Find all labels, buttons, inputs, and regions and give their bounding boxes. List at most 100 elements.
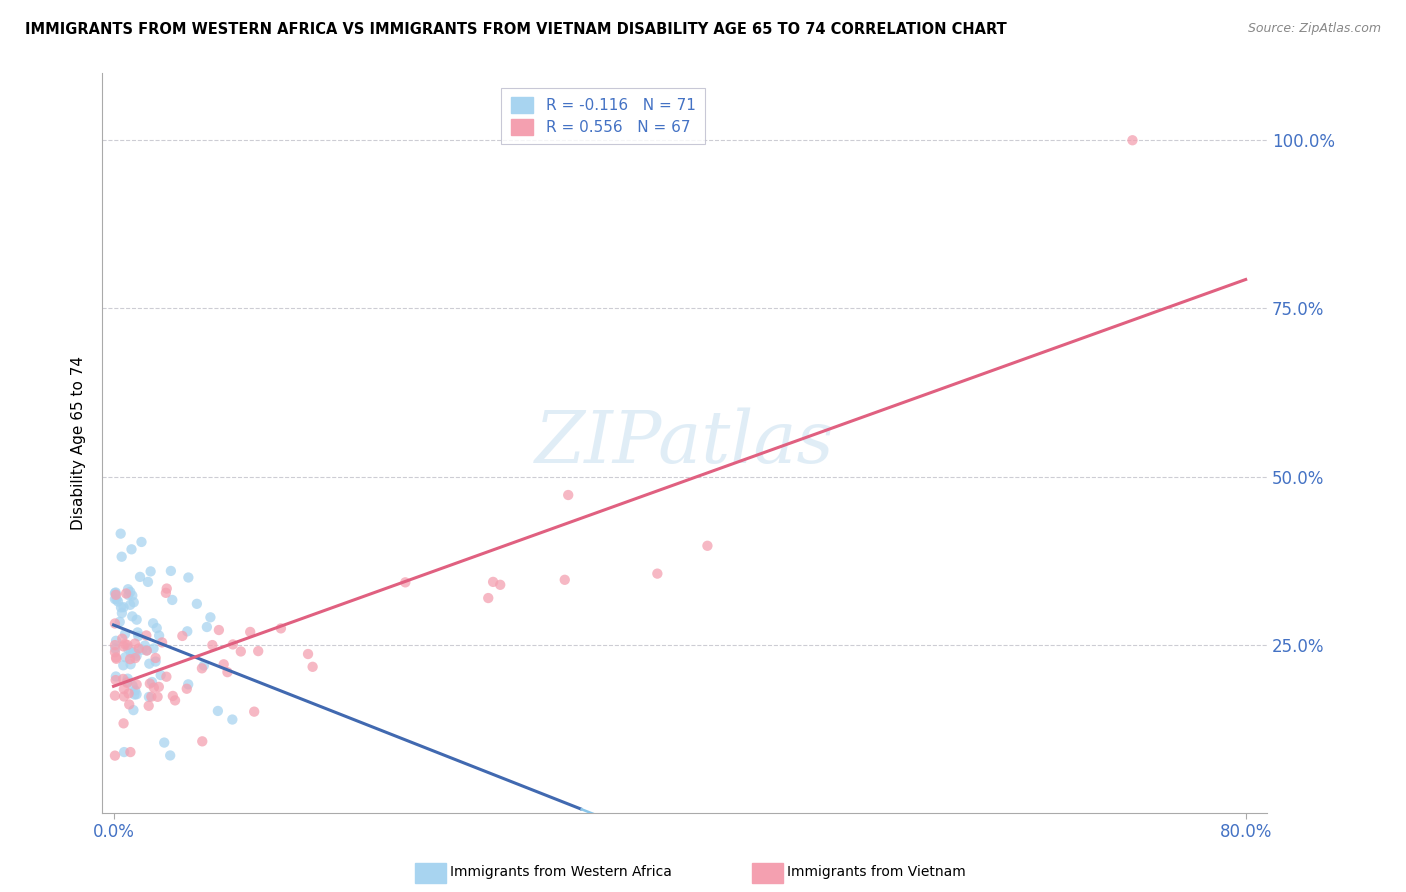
Point xyxy=(394,575,416,590)
Point xyxy=(159,748,181,763)
Point xyxy=(131,535,153,549)
Point xyxy=(104,638,127,652)
Point xyxy=(239,624,262,639)
Point xyxy=(105,652,128,666)
Point xyxy=(112,600,135,615)
Point xyxy=(114,637,136,651)
Point xyxy=(120,745,142,759)
Point xyxy=(148,629,170,643)
Point xyxy=(125,613,148,627)
Point xyxy=(142,641,165,656)
Point xyxy=(247,644,270,658)
Point xyxy=(114,650,136,665)
Point xyxy=(112,640,135,654)
Point xyxy=(156,582,179,596)
Point xyxy=(112,658,135,673)
Point xyxy=(117,672,139,686)
Point xyxy=(162,593,184,607)
Point xyxy=(124,688,146,702)
Point xyxy=(120,657,142,672)
Point xyxy=(105,592,128,607)
Point xyxy=(554,573,576,587)
Text: Immigrants from Western Africa: Immigrants from Western Africa xyxy=(450,865,672,880)
Point xyxy=(124,637,146,651)
Point xyxy=(136,574,159,589)
Point xyxy=(142,681,165,695)
Point xyxy=(155,586,177,600)
Point xyxy=(172,629,194,643)
Point xyxy=(139,565,162,579)
Point xyxy=(111,549,134,564)
Point xyxy=(212,657,235,672)
Point xyxy=(114,627,136,641)
Point xyxy=(120,585,142,599)
Point xyxy=(127,625,149,640)
Point xyxy=(141,675,163,690)
Point xyxy=(124,651,146,665)
Point xyxy=(118,698,141,712)
Point xyxy=(191,734,214,748)
Point xyxy=(122,703,145,717)
Point xyxy=(165,693,187,707)
Point xyxy=(176,681,198,696)
Point xyxy=(482,574,505,589)
Point xyxy=(149,668,172,682)
Point xyxy=(153,735,176,749)
Point xyxy=(1121,133,1143,147)
Point xyxy=(145,621,167,635)
Point xyxy=(150,635,173,649)
Point xyxy=(125,677,148,691)
Point xyxy=(120,598,142,612)
Point xyxy=(146,690,169,704)
Point xyxy=(124,647,146,661)
Point xyxy=(121,542,143,557)
Point xyxy=(115,676,138,690)
Point xyxy=(104,641,127,656)
Point xyxy=(121,679,143,693)
Text: ZIPatlas: ZIPatlas xyxy=(534,408,834,478)
Point xyxy=(193,658,215,673)
Point xyxy=(145,655,167,669)
Point xyxy=(122,646,145,660)
Point xyxy=(647,566,669,581)
Point xyxy=(117,638,139,652)
Point xyxy=(489,578,512,592)
Point xyxy=(201,638,224,652)
Point xyxy=(104,689,127,703)
Point xyxy=(160,564,183,578)
Point xyxy=(105,650,128,665)
Y-axis label: Disability Age 65 to 74: Disability Age 65 to 74 xyxy=(72,356,86,530)
Point xyxy=(186,597,208,611)
Point xyxy=(111,606,134,620)
Point xyxy=(243,705,266,719)
Text: Source: ZipAtlas.com: Source: ZipAtlas.com xyxy=(1247,22,1381,36)
Point xyxy=(195,620,218,634)
Point xyxy=(124,683,146,698)
Point xyxy=(112,682,135,697)
Point xyxy=(129,570,152,584)
Point xyxy=(108,615,131,629)
Point xyxy=(115,674,138,689)
Point xyxy=(135,628,157,642)
Point xyxy=(107,594,129,608)
Point xyxy=(148,680,170,694)
Point xyxy=(117,641,139,656)
Point xyxy=(696,539,718,553)
Point xyxy=(177,677,200,691)
Point xyxy=(191,661,214,675)
Point xyxy=(117,582,139,597)
Point xyxy=(229,644,252,658)
Point xyxy=(162,689,184,703)
Point xyxy=(104,592,127,607)
Point xyxy=(145,651,167,665)
Point xyxy=(138,657,160,671)
Point xyxy=(142,616,165,631)
Point xyxy=(117,588,139,602)
Point xyxy=(301,660,323,674)
Point xyxy=(104,673,127,687)
Point xyxy=(118,652,141,666)
Point xyxy=(122,595,145,609)
Point xyxy=(125,687,148,701)
Point xyxy=(270,621,292,635)
Point xyxy=(208,623,231,637)
